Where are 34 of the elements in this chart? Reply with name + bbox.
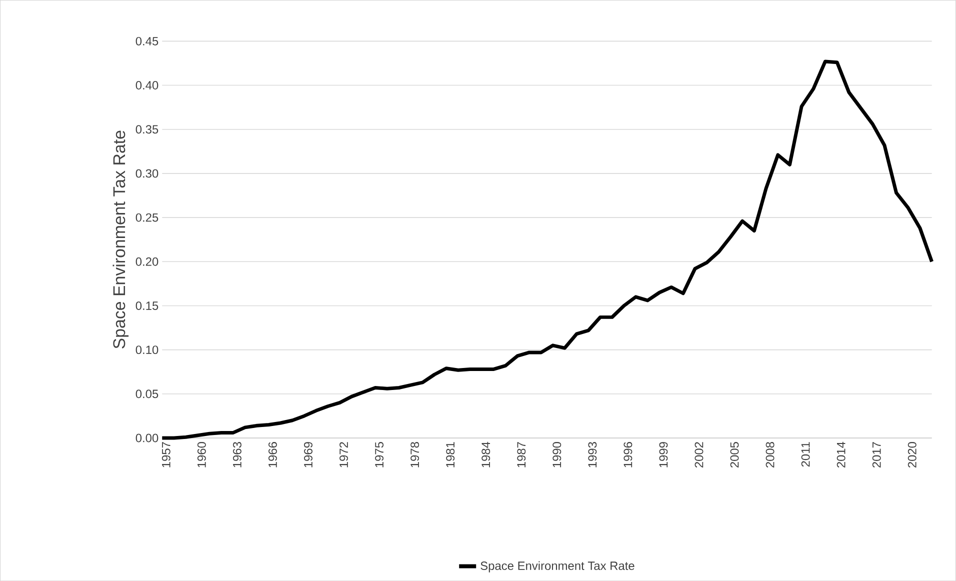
x-tick-label: 1978	[410, 442, 420, 468]
x-tick-label: 1996	[624, 442, 632, 468]
x-tick-label: 2014	[836, 442, 846, 468]
x-tick-label: 1999	[659, 442, 668, 468]
x-tick-label: 1984	[482, 442, 490, 468]
x-tick-label: 1960	[197, 442, 206, 468]
x-tick-label: 1987	[517, 442, 526, 468]
x-tick-label: 1993	[588, 442, 597, 468]
x-tick-label: 2005	[730, 442, 739, 468]
y-tick-label: 0.15	[136, 301, 158, 310]
x-tick-label: 1990	[552, 442, 562, 468]
y-axis-title: Space Environment Tax Rate	[112, 130, 129, 348]
y-tick-label: 0.45	[136, 36, 158, 46]
y-tick-label: 0.20	[136, 257, 158, 266]
y-tick-label: 0.05	[136, 390, 158, 398]
x-tick-label: 1972	[340, 442, 348, 468]
y-tick-label: 0.25	[136, 213, 158, 222]
x-tick-label: 1969	[304, 442, 312, 468]
y-tick-label: 0.00	[136, 434, 158, 442]
y-tick-label: 0.30	[136, 169, 158, 178]
y-tick-label: 0.40	[136, 80, 158, 90]
x-tick-label: 1981	[446, 442, 455, 468]
x-tick-label: 2011	[801, 442, 810, 467]
x-tick-label: 2002	[694, 442, 704, 468]
x-tick-label: 2017	[872, 442, 881, 468]
x-tick-label: 2008	[766, 442, 774, 468]
x-tick-label: 2020	[908, 442, 916, 468]
x-tick-label: 1957	[162, 442, 170, 468]
x-tick-label: 1963	[232, 442, 242, 468]
y-tick-label: 0.35	[136, 125, 158, 134]
y-tick-label: 0.10	[136, 346, 158, 354]
legend-label: Space Environment Tax Rate	[480, 561, 634, 572]
x-tick-label: 1975	[375, 442, 384, 468]
x-tick-label: 1966	[268, 442, 277, 468]
